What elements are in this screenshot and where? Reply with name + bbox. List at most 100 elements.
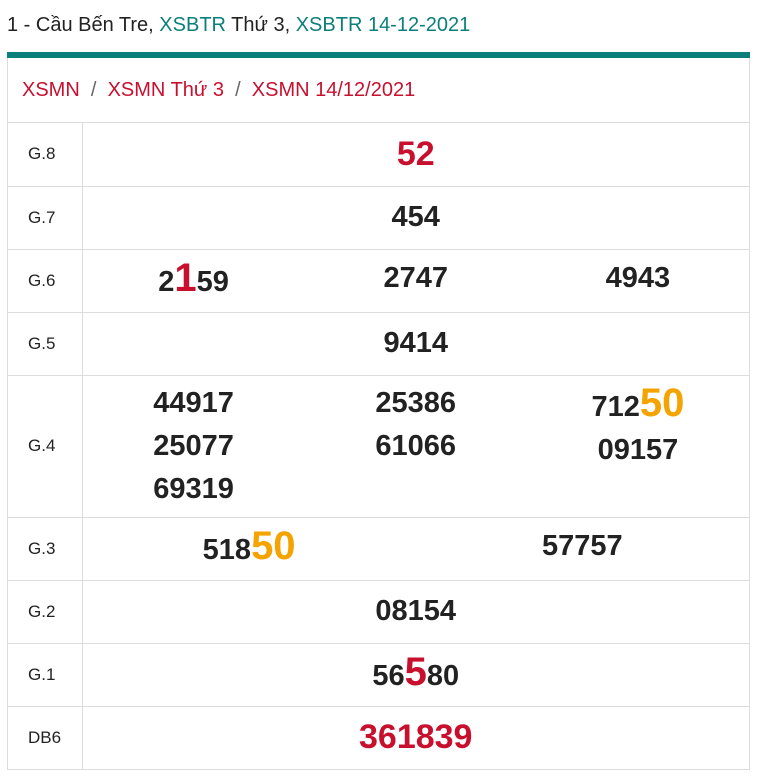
cell: 71250 09157 [527,376,749,517]
cell: 25386 61066 [305,376,527,517]
header-link[interactable]: XSBTR 14-12-2021 [295,14,471,36]
prize-row: G.2 08154 [8,579,750,643]
cell: 56580 [83,645,750,704]
cells: 56580 [83,645,750,704]
prize-row: DB6 361839 [8,705,750,769]
digits: 518 [202,534,252,566]
prize-label: DB6 [8,705,83,769]
prize-numbers: 9414 [82,311,750,375]
cells: 44917 25077 69319 25386 61066 71250 09157 [83,376,750,517]
prize-label: G.2 [8,579,83,643]
cell: 52 [83,127,750,182]
separator: / [79,79,108,101]
digits: 61066 [375,429,457,462]
cells: 361839 [83,710,750,765]
digits: 361839 [359,718,473,757]
cells: 454 [83,190,750,245]
digits: 9414 [383,327,448,359]
prize-numbers: 44917 25077 69319 25386 61066 71250 09157 [82,374,750,517]
cells: 52 [83,127,750,182]
number: 454 [83,196,750,239]
digits: 25386 [375,386,457,419]
cells: 51850 57757 [83,519,750,578]
prize-numbers: 51850 57757 [82,516,750,580]
breadcrumb-link[interactable]: XSMN 14/12/2021 [251,79,416,101]
header: 1 - Cầu Bến Tre, XSBTR Thứ 3, XSBTR 14-1… [7,14,470,37]
prize-label: G.6 [8,248,83,312]
cells: 2159 2747 4943 [83,251,750,310]
number: 25386 [305,382,527,425]
digits: 69319 [153,472,234,505]
digits: 712 [591,390,640,423]
digits: 44917 [153,386,234,419]
prize-numbers: 52 [82,123,749,186]
number: 9414 [83,322,750,365]
prize-numbers: 361839 [82,705,750,769]
highlight-digits: 50 [251,524,296,568]
breadcrumb-link[interactable]: XSMN [22,79,80,101]
prize-numbers: 08154 [82,579,750,643]
result-table: G.8 52 G.7 454 G.6 2159 2747 4943 G.5 9414 G.4 4491… [8,123,749,769]
prize-label: G.1 [8,642,83,706]
cell: 361839 [83,710,750,765]
prize-label: G.4 [8,374,83,517]
prize-row: G.4 44917 25077 69319 25386 61066 71250 09157 [8,374,750,517]
prize-label: G.3 [8,516,83,580]
digits: 80 [426,660,460,692]
header-link[interactable]: XSBTR [159,14,226,36]
prize-numbers: 454 [82,185,750,249]
cell: 454 [83,190,750,245]
number: 51850 [83,525,416,572]
number: 44917 [83,382,305,425]
cell: 2159 [83,251,305,310]
number: 61066 [305,425,527,468]
header-bar [7,52,750,58]
prize-numbers: 56580 [82,642,750,706]
number: 2747 [305,257,527,300]
digits: 4943 [605,262,671,294]
digits: 454 [391,201,440,233]
prize-row: G.8 52 [8,123,749,186]
prize-numbers: 2159 2747 4943 [82,248,750,312]
cell: 08154 [83,584,750,639]
prize-row: G.7 454 [8,185,750,249]
number: 25077 [83,425,305,468]
number: 4943 [527,257,749,300]
result-box: XSMN / XSMN Thứ 3 / XSMN 14/12/2021 G.8 5… [7,58,750,770]
number: 56580 [83,651,750,698]
highlight-digits: 5 [404,650,427,694]
cell: 4943 [527,251,749,310]
prize-label: G.7 [8,185,83,249]
number: 2159 [83,257,305,304]
digits: 56 [372,660,405,692]
number: 57757 [416,525,749,568]
prize-row: G.5 9414 [8,311,750,375]
breadcrumb-link[interactable]: XSMN Thứ 3 [107,79,224,101]
digits: 59 [196,266,229,298]
prize-row: G.6 2159 2747 4943 [8,248,750,312]
highlight-digits: 1 [174,256,197,300]
number: 08154 [83,590,750,633]
digits: 2 [158,266,175,298]
separator: / [223,79,252,101]
cell: 9414 [83,316,750,371]
number: 71250 [527,380,749,429]
prize-row: G.3 51850 57757 [8,516,750,580]
cells: 9414 [83,316,750,371]
cell: 51850 [83,519,416,578]
cell: 2747 [305,251,527,310]
digits: 2747 [383,262,449,294]
digits: 57757 [542,530,623,562]
number: 69319 [83,468,305,511]
header-text: Thứ 3, [225,14,296,36]
highlight-digits: 50 [639,380,685,425]
cells: 08154 [83,584,750,639]
header-text: 1 - Cầu Bến Tre, [7,14,160,36]
cell: 44917 25077 69319 [83,376,305,517]
prize-label: G.8 [8,123,83,186]
breadcrumb: XSMN / XSMN Thứ 3 / XSMN 14/12/2021 [8,58,749,123]
number: 52 [83,133,750,176]
prize-row: G.1 56580 [8,642,750,706]
